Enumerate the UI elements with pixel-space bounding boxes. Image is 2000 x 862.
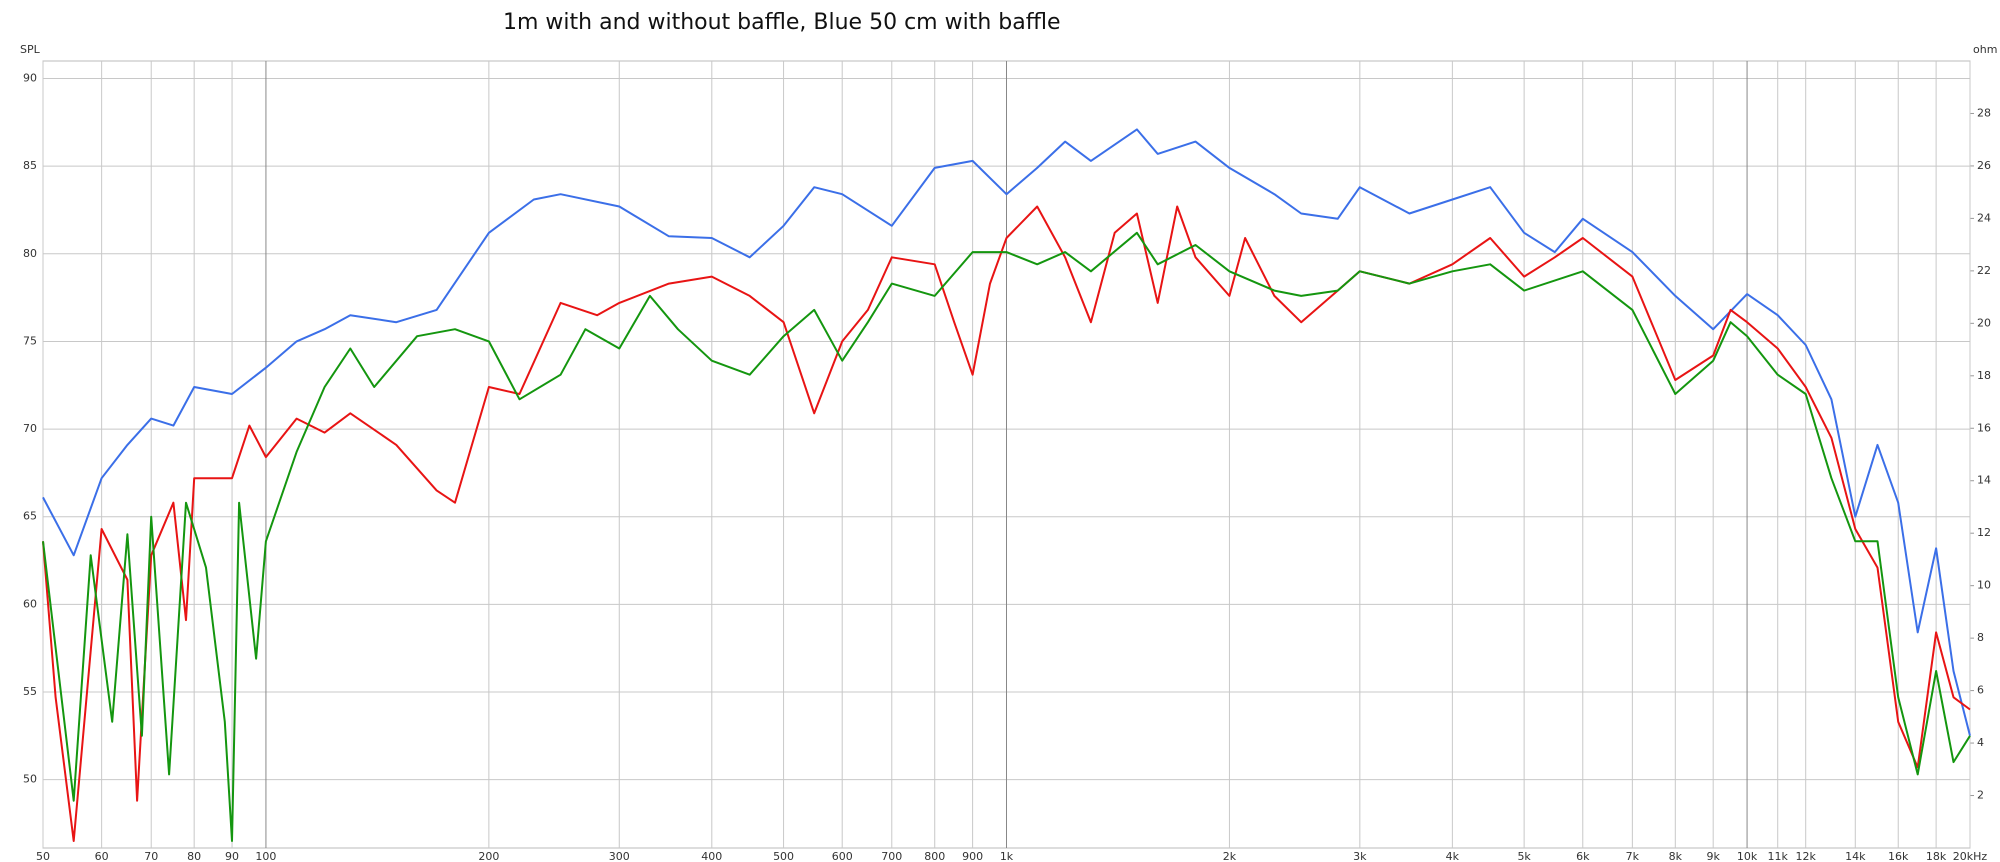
x-tick-label: 18k bbox=[1926, 850, 1947, 862]
y2-tick-label: 18 bbox=[1977, 369, 1991, 382]
x-tick-label: 7k bbox=[1626, 850, 1640, 862]
y-tick-label: 80 bbox=[23, 247, 37, 260]
x-tick-label: 700 bbox=[881, 850, 902, 862]
x-tick-label: 11k bbox=[1768, 850, 1789, 862]
y-axis-label: SPL bbox=[20, 43, 41, 56]
series-line bbox=[42, 231, 1971, 842]
y-tick-label: 55 bbox=[23, 685, 37, 698]
y2-tick-label: 12 bbox=[1977, 526, 1991, 539]
x-tick-label: 60 bbox=[95, 850, 109, 862]
x-tick-label: 200 bbox=[478, 850, 499, 862]
y2-tick-label: 2 bbox=[1977, 789, 1984, 802]
x-tick-label: 3k bbox=[1353, 850, 1367, 862]
y2-tick-label: 10 bbox=[1977, 579, 1991, 592]
y-tick-label: 50 bbox=[23, 773, 37, 786]
x-tick-label: 20kHz bbox=[1953, 850, 1988, 862]
y2-tick-label: 28 bbox=[1977, 106, 1991, 119]
x-tick-label: 300 bbox=[609, 850, 630, 862]
x-tick-label: 1k bbox=[1000, 850, 1014, 862]
y-tick-label: 75 bbox=[23, 334, 37, 347]
x-tick-label: 12k bbox=[1796, 850, 1817, 862]
y2-axis-label: ohm bbox=[1973, 43, 1997, 56]
x-tick-label: 5k bbox=[1517, 850, 1531, 862]
series-line bbox=[42, 128, 1971, 737]
chart-title: 1m with and without baffle, Blue 50 cm w… bbox=[503, 10, 1061, 35]
x-tick-label: 800 bbox=[924, 850, 945, 862]
x-tick-label: 6k bbox=[1576, 850, 1590, 862]
x-tick-label: 8k bbox=[1669, 850, 1683, 862]
x-tick-label: 14k bbox=[1845, 850, 1866, 862]
y2-tick-label: 16 bbox=[1977, 421, 1991, 434]
x-tick-label: 50 bbox=[36, 850, 50, 862]
x-tick-label: 600 bbox=[832, 850, 853, 862]
y-tick-label: 90 bbox=[23, 72, 37, 85]
y2-tick-label: 26 bbox=[1977, 159, 1991, 172]
x-tick-label: 2k bbox=[1223, 850, 1237, 862]
x-tick-label: 400 bbox=[701, 850, 722, 862]
y2-tick-label: 4 bbox=[1977, 736, 1984, 749]
y2-tick-label: 24 bbox=[1977, 211, 1991, 224]
x-tick-label: 10k bbox=[1737, 850, 1758, 862]
y2-tick-label: 8 bbox=[1977, 631, 1984, 644]
x-tick-label: 4k bbox=[1446, 850, 1460, 862]
y-tick-label: 85 bbox=[23, 159, 37, 172]
y-tick-label: 60 bbox=[23, 597, 37, 610]
x-tick-label: 90 bbox=[225, 850, 239, 862]
y2-tick-label: 20 bbox=[1977, 316, 1991, 329]
x-tick-label: 500 bbox=[773, 850, 794, 862]
x-tick-label: 80 bbox=[187, 850, 201, 862]
x-tick-label: 16k bbox=[1888, 850, 1909, 862]
y2-tick-label: 6 bbox=[1977, 684, 1984, 697]
series-line bbox=[42, 205, 1971, 842]
y-tick-label: 70 bbox=[23, 422, 37, 435]
x-tick-label: 900 bbox=[962, 850, 983, 862]
y-tick-label: 65 bbox=[23, 510, 37, 523]
y2-tick-label: 14 bbox=[1977, 474, 1991, 487]
y2-tick-label: 22 bbox=[1977, 264, 1991, 277]
x-tick-label: 9k bbox=[1706, 850, 1720, 862]
x-tick-label: 70 bbox=[144, 850, 158, 862]
x-tick-label: 100 bbox=[255, 850, 276, 862]
